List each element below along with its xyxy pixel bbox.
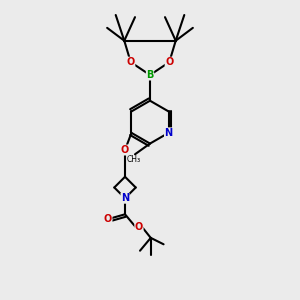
Text: O: O bbox=[104, 214, 112, 224]
Text: O: O bbox=[127, 57, 135, 67]
Text: B: B bbox=[146, 70, 154, 80]
Text: O: O bbox=[165, 57, 173, 67]
Text: O: O bbox=[121, 145, 129, 155]
Text: N: N bbox=[121, 193, 129, 203]
Text: O: O bbox=[135, 222, 143, 232]
Text: N: N bbox=[164, 128, 172, 138]
Text: CH₃: CH₃ bbox=[127, 155, 141, 164]
